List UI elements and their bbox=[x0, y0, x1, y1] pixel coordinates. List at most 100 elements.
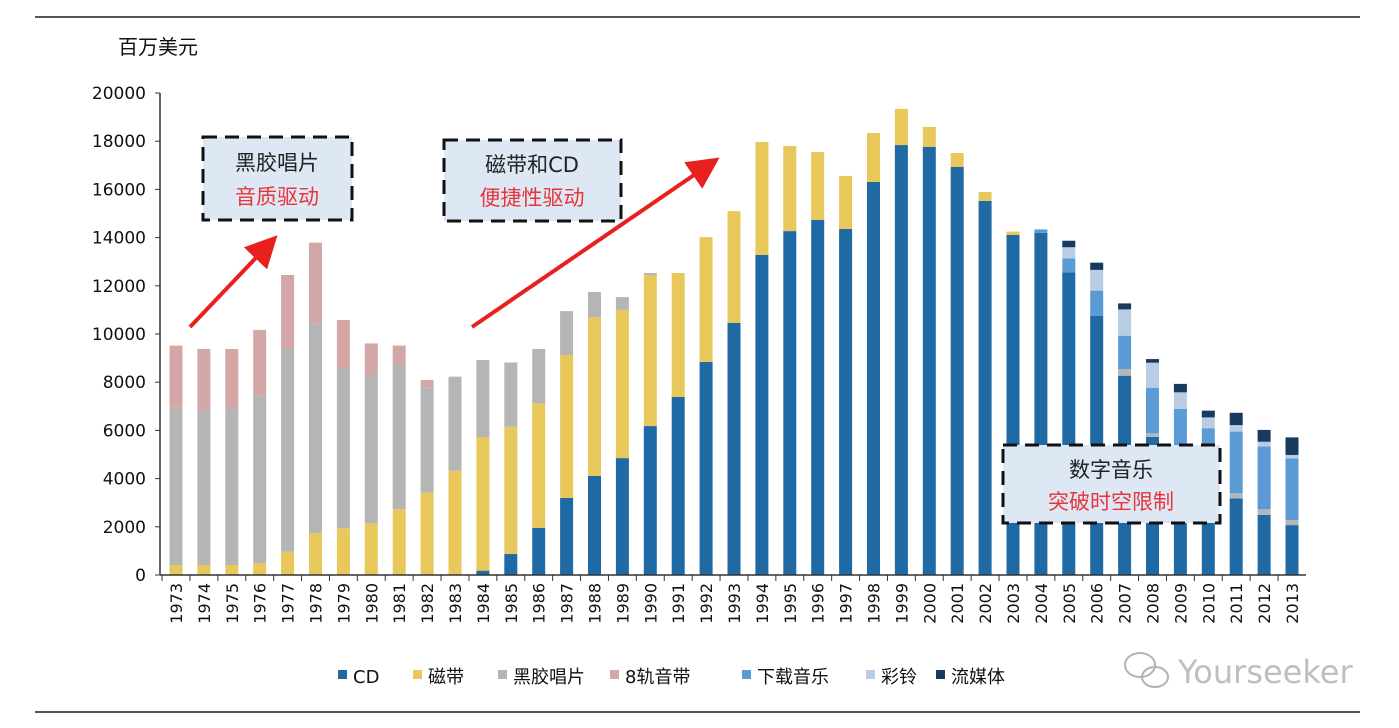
bar-segment-2008 bbox=[1146, 362, 1159, 388]
bar-segment-2011 bbox=[1229, 425, 1243, 432]
bar-segment-1984 bbox=[476, 570, 490, 575]
y-tick-label: 8000 bbox=[103, 373, 146, 393]
bar-segment-1979 bbox=[336, 528, 350, 575]
x-tick-label: 1976 bbox=[251, 583, 270, 624]
bar-segment-1973 bbox=[169, 345, 183, 407]
legend-swatch bbox=[866, 670, 875, 679]
bar-segment-1975 bbox=[225, 348, 239, 409]
x-tick-label: 2004 bbox=[1032, 583, 1051, 624]
annotation-title: 数字音乐 bbox=[1069, 458, 1153, 482]
bar-segment-1985 bbox=[504, 426, 518, 555]
arrow-icon bbox=[188, 235, 278, 329]
bar-segment-1982 bbox=[420, 492, 434, 575]
bar-segment-1996 bbox=[811, 220, 825, 575]
bar-segment-1992 bbox=[699, 361, 713, 575]
bar-segment-1988 bbox=[588, 292, 601, 318]
bar-segment-1987 bbox=[560, 497, 574, 575]
bar-segment-1979 bbox=[336, 320, 350, 369]
legend-label: CD bbox=[353, 667, 379, 688]
bar-segment-2012 bbox=[1257, 514, 1271, 575]
bar-segment-2007 bbox=[1118, 369, 1132, 376]
bar-segment-1976 bbox=[253, 329, 267, 396]
bar-segment-1997 bbox=[839, 228, 853, 575]
bar-segment-2012 bbox=[1257, 429, 1271, 442]
x-tick-label: 2005 bbox=[1060, 583, 1079, 624]
bar-segment-2006 bbox=[1090, 262, 1104, 270]
bar-segment-2006 bbox=[1090, 269, 1104, 291]
x-tick-label: 1989 bbox=[613, 583, 632, 624]
x-tick-label: 1993 bbox=[725, 583, 744, 624]
x-tick-label: 1980 bbox=[362, 583, 381, 624]
bar-segment-2005 bbox=[1062, 272, 1076, 575]
y-tick-label: 18000 bbox=[92, 132, 146, 152]
bar-segment-2013 bbox=[1285, 525, 1299, 575]
bar-segment-1989 bbox=[615, 458, 629, 575]
y-tick-label: 12000 bbox=[92, 277, 146, 297]
x-tick-label: 2001 bbox=[948, 583, 967, 624]
x-tick-label: 1985 bbox=[502, 583, 521, 624]
x-tick-label: 1979 bbox=[334, 583, 353, 624]
annotation-subtitle: 便捷性驱动 bbox=[480, 186, 585, 210]
legend-swatch bbox=[498, 670, 507, 679]
legend: CD 磁带 黑胶唱片 8轨音带 下载音乐 彩铃 流媒体 bbox=[338, 667, 1005, 688]
bar-segment-2005 bbox=[1062, 247, 1076, 259]
bar-segment-1973 bbox=[169, 564, 183, 575]
bar-segment-1986 bbox=[532, 527, 546, 575]
y-tick-label: 0 bbox=[135, 566, 146, 586]
bar-segment-2009 bbox=[1173, 383, 1187, 393]
annotation-tape-cd: 磁带和CD 便捷性驱动 bbox=[442, 138, 623, 223]
x-tick-label: 1974 bbox=[195, 583, 214, 624]
bar-segment-1984 bbox=[476, 437, 490, 571]
x-tick-label: 2012 bbox=[1255, 583, 1274, 624]
x-tick-label: 1998 bbox=[865, 583, 884, 624]
bar-segment-2000 bbox=[922, 146, 936, 575]
unit-label: 百万美元 bbox=[118, 35, 198, 59]
bar-segment-2001 bbox=[950, 166, 964, 575]
bar-segment-1980 bbox=[364, 343, 378, 375]
legend-swatch bbox=[610, 670, 619, 679]
bar-segment-1978 bbox=[309, 533, 322, 575]
bar-segment-1985 bbox=[504, 362, 518, 427]
bar-segment-2013 bbox=[1285, 437, 1299, 455]
bar-segment-2005 bbox=[1062, 258, 1076, 273]
x-tick-label: 2006 bbox=[1088, 583, 1107, 624]
y-axis: 0 2000 4000 6000 8000 10000 12000 14000 16000 180… bbox=[92, 84, 161, 586]
legend-swatch bbox=[936, 670, 945, 679]
y-tick-label: 2000 bbox=[103, 518, 146, 538]
bar-segment-1993 bbox=[727, 211, 741, 323]
bar-segment-1998 bbox=[867, 133, 880, 182]
bar-segment-1995 bbox=[783, 231, 797, 575]
x-tick-label: 2011 bbox=[1227, 583, 1246, 624]
bar-segment-2002 bbox=[978, 192, 992, 201]
x-tick-label: 2000 bbox=[920, 583, 939, 624]
y-tick-label: 14000 bbox=[92, 229, 146, 249]
bar-segment-1974 bbox=[197, 409, 211, 565]
bar-segment-2007 bbox=[1118, 309, 1132, 336]
legend-label: 磁带 bbox=[428, 667, 464, 688]
bar-segment-1991 bbox=[671, 396, 685, 575]
bar-segment-1994 bbox=[755, 141, 769, 255]
bar-segment-1975 bbox=[225, 564, 239, 575]
y-tick-label: 6000 bbox=[103, 421, 146, 441]
bar-segment-2013 bbox=[1285, 458, 1299, 521]
bar-segment-2011 bbox=[1229, 493, 1243, 499]
bar-segment-2011 bbox=[1229, 431, 1243, 494]
bar-segment-1983 bbox=[448, 376, 462, 471]
bar-segment-1983 bbox=[448, 470, 462, 575]
legend-swatch bbox=[338, 670, 347, 679]
x-tick-label: 1984 bbox=[474, 583, 493, 624]
x-tick-label: 1991 bbox=[669, 583, 688, 624]
bar-segment-1989 bbox=[615, 297, 629, 310]
x-tick-label: 1992 bbox=[697, 583, 716, 624]
bar-segment-1988 bbox=[588, 317, 601, 476]
bar-segment-2012 bbox=[1257, 509, 1271, 515]
x-tick-label: 1981 bbox=[390, 583, 409, 624]
bar-segment-2001 bbox=[950, 153, 964, 167]
x-tick-label: 2002 bbox=[976, 583, 995, 624]
bar-segment-2003 bbox=[1006, 231, 1020, 235]
bar-segment-1978 bbox=[309, 242, 322, 324]
bar-segment-1990 bbox=[643, 426, 657, 575]
bar-segment-1981 bbox=[392, 345, 406, 366]
legend-label: 黑胶唱片 bbox=[513, 667, 585, 688]
arrow-icon bbox=[470, 157, 720, 329]
